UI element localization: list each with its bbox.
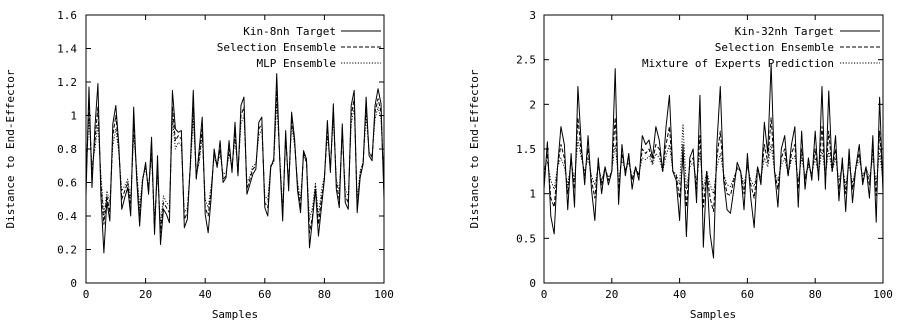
legend-label: Selection Ensemble <box>217 41 336 54</box>
chart-left-y-axis-title: Distance to End-Effector <box>4 69 17 228</box>
legend-label: MLP Ensemble <box>257 57 336 70</box>
legend-label: Kin-32nh Target <box>735 25 834 38</box>
y-tick-label: 1.5 <box>516 143 536 156</box>
series-line-solid <box>543 63 884 259</box>
x-tick-label: 80 <box>809 288 822 301</box>
y-tick-label: 0 <box>70 277 77 290</box>
y-tick-label: 1 <box>529 188 536 201</box>
y-tick-label: 0 <box>529 277 536 290</box>
series-line-dotted <box>543 123 884 195</box>
x-tick-label: 60 <box>258 288 271 301</box>
y-tick-label: 1 <box>70 110 77 123</box>
y-tick-label: 0.8 <box>57 143 77 156</box>
x-tick-label: 0 <box>541 288 548 301</box>
y-tick-label: 1.4 <box>57 43 77 56</box>
legend-label: Selection Ensemble <box>715 41 834 54</box>
x-tick-label: 100 <box>873 288 893 301</box>
y-tick-label: 2 <box>529 98 536 111</box>
x-tick-label: 60 <box>741 288 754 301</box>
x-tick-label: 80 <box>318 288 331 301</box>
chart-right-x-ticks: 0 20 40 60 80 100 <box>541 15 893 301</box>
legend-label: Kin-8nh Target <box>243 25 336 38</box>
chart-left-plot-frame <box>85 14 385 284</box>
y-tick-label: 1.2 <box>57 76 77 89</box>
series-line-solid <box>85 73 385 254</box>
chart-right-y-axis-title: Distance to End-Effector <box>468 69 481 228</box>
chart-left-series <box>85 73 385 254</box>
legend-label: Mixture of Experts Prediction <box>642 57 834 70</box>
x-tick-label: 0 <box>83 288 90 301</box>
x-tick-label: 40 <box>199 288 212 301</box>
x-tick-label: 100 <box>374 288 394 301</box>
y-tick-label: 0.2 <box>57 244 77 257</box>
chart-left-y-ticks: 0 0.2 0.4 0.6 0.8 1 1.2 1.4 1.6 <box>57 9 384 290</box>
chart-right-x-axis-title: Samples <box>690 308 736 321</box>
y-tick-label: 0.4 <box>57 210 77 223</box>
chart-right: 0 0.5 1 1.5 2 2.5 3 0 20 40 60 80 100 Samples Dista… <box>468 9 893 321</box>
y-tick-label: 2.5 <box>516 54 536 67</box>
chart-left-x-axis-title: Samples <box>212 308 258 321</box>
chart-right-series <box>543 63 884 259</box>
y-tick-label: 0.6 <box>57 177 77 190</box>
chart-right-y-ticks: 0 0.5 1 1.5 2 2.5 3 <box>516 9 883 290</box>
y-tick-label: 0.5 <box>516 232 536 245</box>
x-tick-label: 20 <box>605 288 618 301</box>
chart-left-legend: Kin-8nh Target Selection Ensemble MLP Ense… <box>217 25 381 70</box>
chart-right-legend: Kin-32nh Target Selection Ensemble Mixture… <box>642 25 880 70</box>
x-tick-label: 20 <box>139 288 152 301</box>
y-tick-label: 3 <box>529 9 536 22</box>
chart-left: 0 0.2 0.4 0.6 0.8 1 1.2 1.4 1.6 0 20 40 60 80 100 Sam… <box>4 9 394 321</box>
y-tick-label: 1.6 <box>57 9 77 22</box>
chart-left-x-ticks: 0 20 40 60 80 100 <box>83 15 394 301</box>
x-tick-label: 40 <box>673 288 686 301</box>
